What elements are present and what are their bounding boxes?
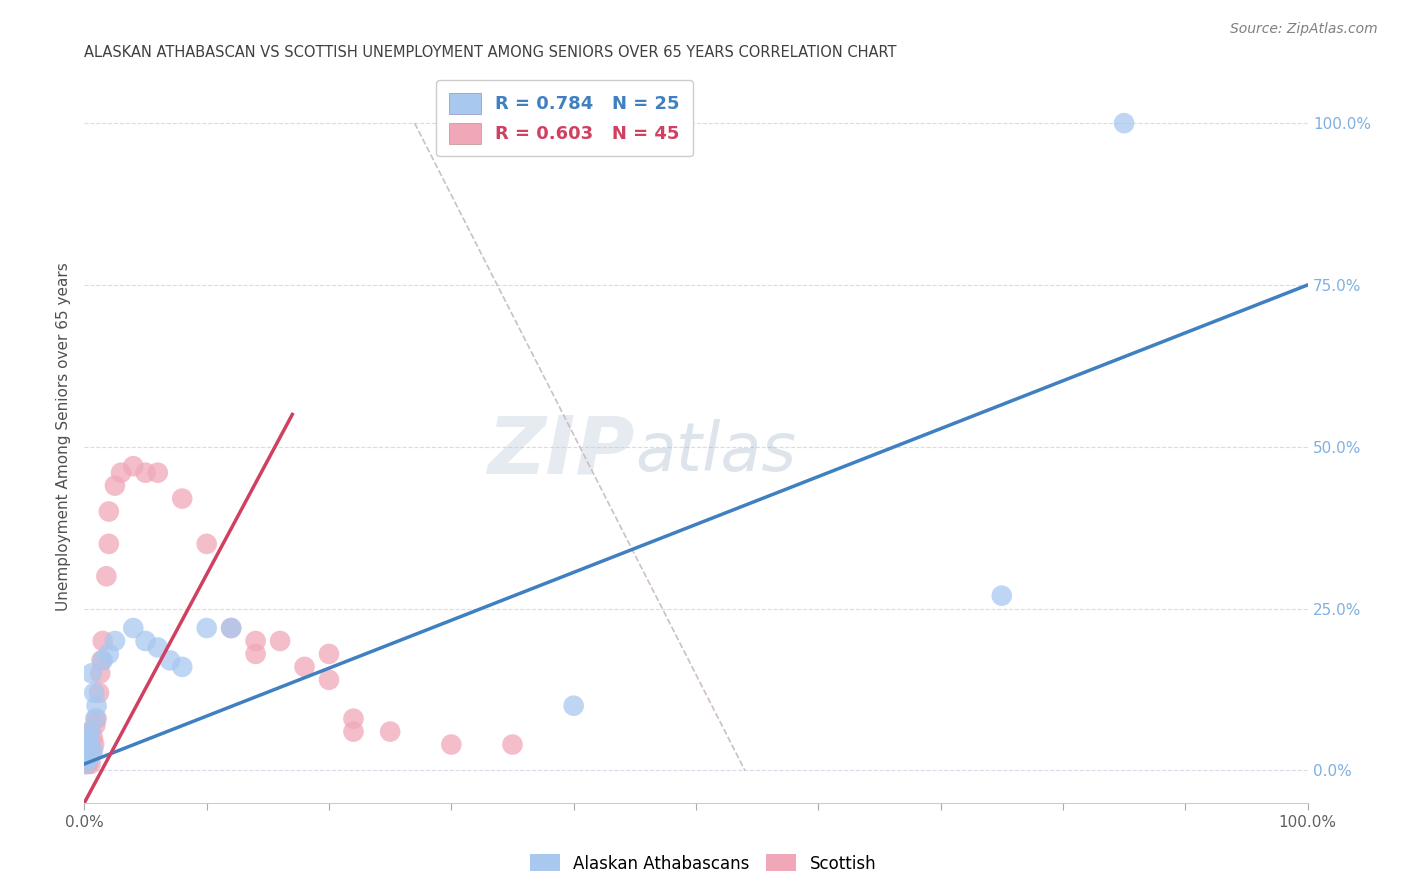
Text: ALASKAN ATHABASCAN VS SCOTTISH UNEMPLOYMENT AMONG SENIORS OVER 65 YEARS CORRELAT: ALASKAN ATHABASCAN VS SCOTTISH UNEMPLOYM… [84, 45, 897, 61]
Legend: Alaskan Athabascans, Scottish: Alaskan Athabascans, Scottish [523, 847, 883, 880]
Point [146, 640, 169, 655]
Point [77, 731, 100, 745]
Text: ZIP: ZIP [488, 413, 636, 491]
Point [77, 738, 100, 752]
Point [76, 750, 98, 764]
Point [159, 653, 181, 667]
Point [219, 621, 242, 635]
Point [79, 756, 101, 771]
Point [79, 724, 101, 739]
Point [440, 738, 463, 752]
Point [146, 466, 169, 480]
Point [86, 712, 108, 726]
Point [122, 459, 145, 474]
Point [83, 686, 105, 700]
Point [342, 724, 364, 739]
Point [89, 666, 111, 681]
Point [269, 634, 291, 648]
Point [110, 466, 132, 480]
Point [79, 744, 101, 758]
Point [77, 750, 100, 764]
Point [97, 537, 120, 551]
Point [502, 738, 524, 752]
Point [77, 744, 100, 758]
Point [172, 491, 194, 506]
Point [318, 673, 340, 687]
Point [77, 756, 100, 771]
Point [219, 621, 242, 635]
Point [77, 744, 100, 758]
Point [77, 738, 100, 752]
Legend: R = 0.784   N = 25, R = 0.603   N = 45: R = 0.784 N = 25, R = 0.603 N = 45 [436, 80, 693, 156]
Point [294, 660, 316, 674]
Text: atlas: atlas [636, 418, 796, 484]
Point [195, 537, 218, 551]
Point [562, 698, 585, 713]
Point [84, 712, 107, 726]
Point [75, 756, 97, 771]
Point [80, 744, 103, 758]
Point [82, 731, 104, 745]
Y-axis label: Unemployment Among Seniors over 65 years: Unemployment Among Seniors over 65 years [56, 263, 72, 611]
Text: Source: ZipAtlas.com: Source: ZipAtlas.com [1230, 22, 1378, 37]
Point [318, 647, 340, 661]
Point [91, 634, 114, 648]
Point [86, 698, 108, 713]
Point [97, 504, 120, 518]
Point [97, 647, 120, 661]
Point [77, 731, 100, 745]
Point [96, 569, 118, 583]
Point [91, 653, 114, 667]
Point [75, 750, 97, 764]
Point [195, 621, 218, 635]
Point [83, 738, 105, 752]
Point [1114, 116, 1136, 130]
Point [75, 744, 97, 758]
Point [82, 744, 104, 758]
Point [135, 466, 157, 480]
Point [172, 660, 194, 674]
Point [76, 756, 98, 771]
Point [245, 634, 267, 648]
Point [135, 634, 157, 648]
Point [104, 478, 127, 492]
Point [79, 750, 101, 764]
Point [991, 589, 1014, 603]
Point [76, 738, 98, 752]
Point [79, 724, 101, 739]
Point [76, 750, 98, 764]
Point [342, 712, 364, 726]
Point [245, 647, 267, 661]
Point [80, 666, 103, 681]
Point [75, 756, 97, 771]
Point [122, 621, 145, 635]
Point [84, 718, 107, 732]
Point [104, 634, 127, 648]
Point [90, 653, 112, 667]
Point [87, 686, 110, 700]
Point [380, 724, 402, 739]
